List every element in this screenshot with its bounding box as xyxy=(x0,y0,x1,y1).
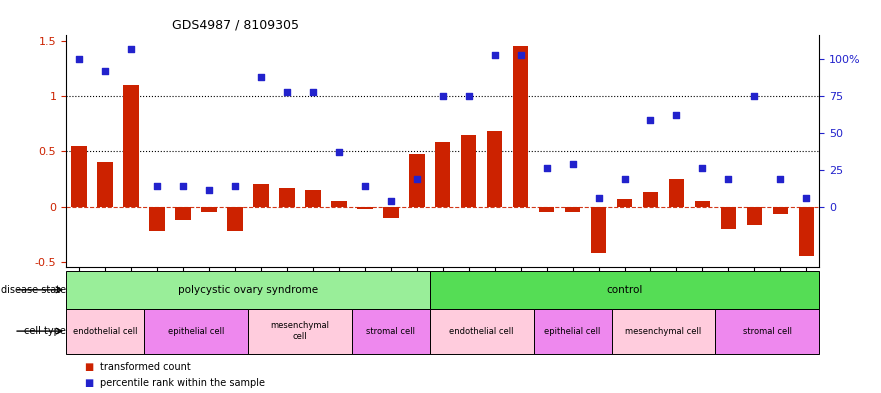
Bar xyxy=(357,206,373,209)
Point xyxy=(306,88,320,95)
Bar xyxy=(201,206,217,212)
Text: endothelial cell: endothelial cell xyxy=(449,327,514,336)
Text: endothelial cell: endothelial cell xyxy=(73,327,137,336)
Text: control: control xyxy=(606,285,643,295)
Bar xyxy=(66,309,144,354)
Point xyxy=(514,52,528,58)
Point xyxy=(747,93,761,99)
Bar xyxy=(694,201,710,206)
Bar xyxy=(435,143,450,206)
Bar xyxy=(798,206,814,256)
Bar xyxy=(305,190,321,206)
Bar xyxy=(352,309,430,354)
Point xyxy=(566,161,580,167)
Text: cell type: cell type xyxy=(24,326,66,336)
Bar xyxy=(253,184,269,206)
Point xyxy=(695,165,709,171)
Bar xyxy=(773,206,788,214)
Bar xyxy=(715,309,819,354)
Bar xyxy=(611,309,715,354)
Point xyxy=(358,183,372,189)
Bar xyxy=(534,309,611,354)
Point xyxy=(487,52,501,58)
Point xyxy=(410,175,424,182)
Point xyxy=(202,187,216,193)
Bar xyxy=(539,206,554,212)
Bar xyxy=(430,309,534,354)
Bar xyxy=(248,309,352,354)
Text: percentile rank within the sample: percentile rank within the sample xyxy=(100,378,264,388)
Bar xyxy=(746,206,762,225)
Point xyxy=(254,74,268,80)
Text: stromal cell: stromal cell xyxy=(366,327,415,336)
Point xyxy=(384,197,398,204)
Text: disease state: disease state xyxy=(1,285,66,295)
Text: mesenchymal
cell: mesenchymal cell xyxy=(270,321,329,341)
Point xyxy=(722,175,736,182)
Text: epithelial cell: epithelial cell xyxy=(167,327,224,336)
Bar xyxy=(409,154,425,206)
Text: ■: ■ xyxy=(84,362,93,373)
Bar xyxy=(461,135,477,206)
Point xyxy=(643,116,657,123)
Point xyxy=(72,56,86,62)
Bar xyxy=(383,206,398,218)
Point xyxy=(591,195,605,201)
Bar xyxy=(565,206,581,212)
Point xyxy=(176,183,190,189)
Point xyxy=(799,195,813,201)
Point xyxy=(670,112,684,118)
Bar xyxy=(279,188,294,206)
Bar xyxy=(144,309,248,354)
Point xyxy=(332,149,346,155)
Bar xyxy=(149,206,165,231)
Bar xyxy=(487,131,502,206)
Text: GDS4987 / 8109305: GDS4987 / 8109305 xyxy=(172,18,299,31)
Point xyxy=(435,93,449,99)
Bar xyxy=(97,162,113,206)
Bar xyxy=(513,46,529,206)
Point xyxy=(462,93,476,99)
Text: mesenchymal cell: mesenchymal cell xyxy=(626,327,701,336)
Point xyxy=(539,165,553,171)
Point xyxy=(124,46,138,52)
Text: stromal cell: stromal cell xyxy=(743,327,792,336)
Point xyxy=(228,183,242,189)
Bar xyxy=(617,199,633,206)
Bar xyxy=(66,271,430,309)
Bar xyxy=(430,271,819,309)
Point xyxy=(618,175,632,182)
Bar xyxy=(669,179,685,206)
Bar xyxy=(331,201,346,206)
Text: epithelial cell: epithelial cell xyxy=(544,327,601,336)
Text: transformed count: transformed count xyxy=(100,362,190,373)
Text: polycystic ovary syndrome: polycystic ovary syndrome xyxy=(178,285,318,295)
Point xyxy=(150,183,164,189)
Bar xyxy=(721,206,737,229)
Bar xyxy=(71,146,87,206)
Bar xyxy=(591,206,606,253)
Bar xyxy=(123,85,139,206)
Bar xyxy=(227,206,242,231)
Bar xyxy=(175,206,191,220)
Text: ■: ■ xyxy=(84,378,93,388)
Point xyxy=(280,88,294,95)
Bar xyxy=(643,192,658,206)
Point xyxy=(98,68,112,74)
Point xyxy=(774,175,788,182)
